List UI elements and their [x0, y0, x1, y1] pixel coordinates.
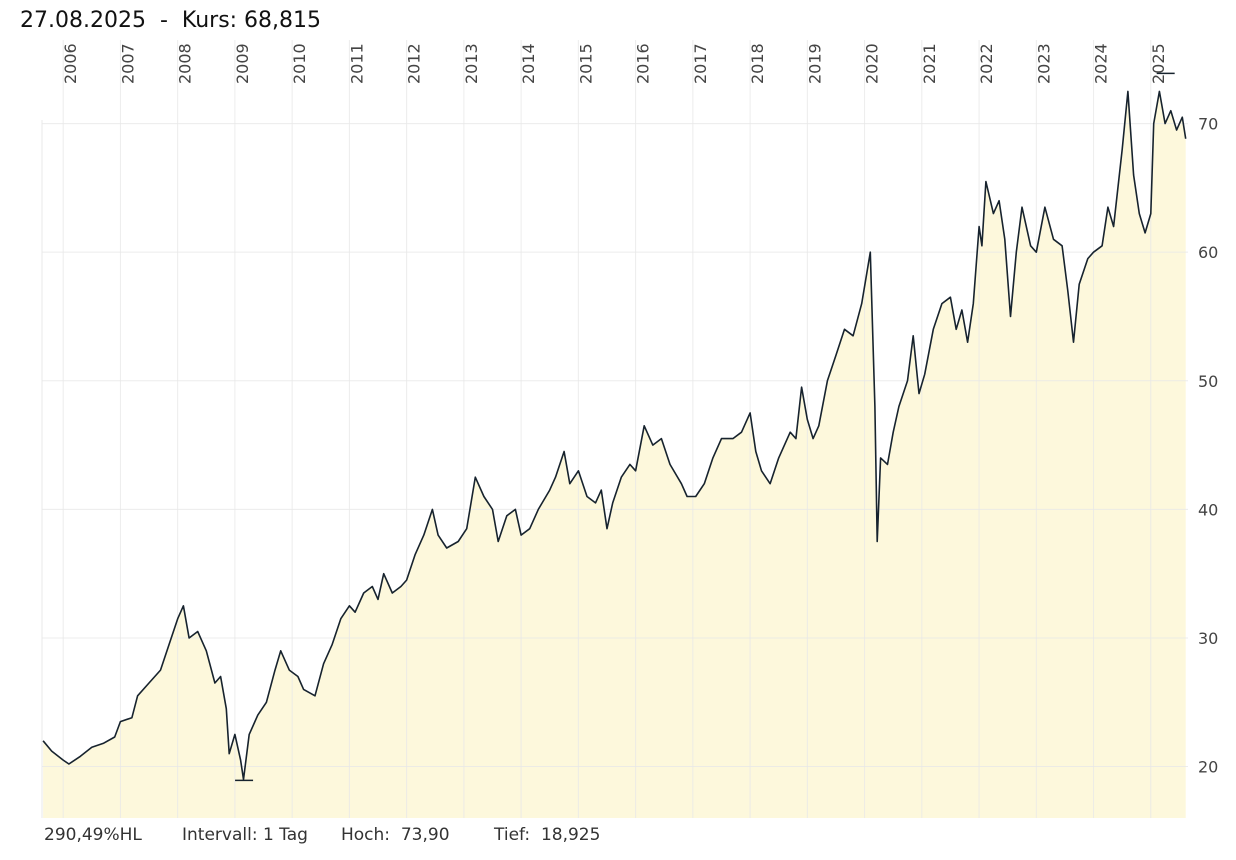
x-tick-label: 2008 [176, 43, 195, 84]
x-tick-label: 2006 [61, 43, 80, 84]
footer-text: 290,49%HL [44, 825, 142, 845]
x-tick-label: 2010 [290, 43, 309, 84]
footer-text: Intervall: 1 Tag [182, 825, 308, 845]
footer-text: Tief: 18,925 [494, 825, 601, 845]
x-tick-label: 2015 [576, 43, 595, 84]
x-tick-label: 2013 [462, 43, 481, 84]
x-tick-label: 2009 [233, 43, 252, 84]
x-tick-label: 2011 [347, 43, 366, 84]
chart-title: 27.08.2025 - Kurs: 68,815 [20, 8, 322, 33]
x-tick-label: 2019 [805, 43, 824, 84]
x-tick-label: 2024 [1092, 43, 1111, 84]
x-tick-label: 2017 [691, 43, 710, 84]
y-tick-label: 20 [1198, 758, 1218, 777]
x-tick-label: 2020 [863, 43, 882, 84]
y-tick-label: 70 [1198, 115, 1218, 134]
footer-text: Hoch: 73,90 [341, 825, 450, 845]
x-tick-label: 2016 [634, 43, 653, 84]
x-tick-label: 2023 [1034, 43, 1053, 84]
area [43, 91, 1186, 818]
x-tick-label: 2018 [748, 43, 767, 84]
y-tick-label: 40 [1198, 500, 1218, 519]
y-tick-label: 30 [1198, 629, 1218, 648]
x-tick-label: 2007 [118, 43, 137, 84]
x-tick-label: 2014 [519, 43, 538, 84]
x-tick-label: 2025 [1149, 43, 1168, 84]
x-tick-label: 2021 [920, 43, 939, 84]
y-tick-label: 60 [1198, 243, 1218, 262]
y-tick-label: 50 [1198, 372, 1218, 391]
x-tick-label: 2012 [405, 43, 424, 84]
price-line [42, 90, 1187, 781]
x-tick-label: 2022 [977, 43, 996, 84]
